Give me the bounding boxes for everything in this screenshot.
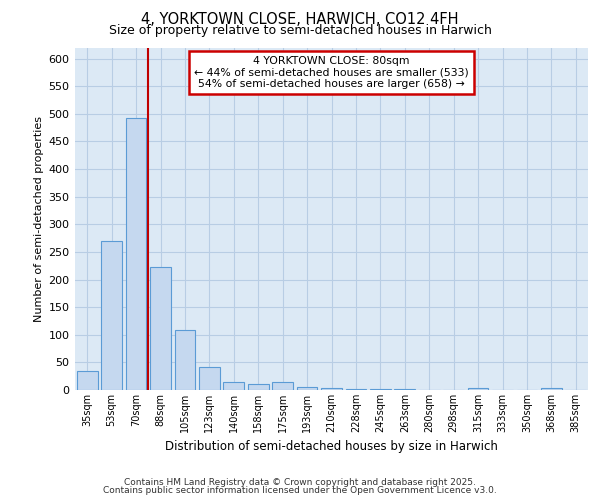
Text: Contains HM Land Registry data © Crown copyright and database right 2025.: Contains HM Land Registry data © Crown c… [124, 478, 476, 487]
Bar [541, 388, 562, 390]
Text: Size of property relative to semi-detached houses in Harwich: Size of property relative to semi-detach… [109, 24, 491, 37]
Bar [248, 384, 269, 390]
Text: 4 YORKTOWN CLOSE: 80sqm
← 44% of semi-detached houses are smaller (533)
54% of s: 4 YORKTOWN CLOSE: 80sqm ← 44% of semi-de… [194, 56, 469, 90]
Text: Contains public sector information licensed under the Open Government Licence v3: Contains public sector information licen… [103, 486, 497, 495]
X-axis label: Distribution of semi-detached houses by size in Harwich: Distribution of semi-detached houses by … [165, 440, 498, 454]
Bar [467, 388, 488, 390]
Bar [321, 388, 342, 390]
Bar [199, 367, 220, 390]
Bar [296, 386, 317, 390]
Bar [150, 267, 171, 390]
Text: 4, YORKTOWN CLOSE, HARWICH, CO12 4FH: 4, YORKTOWN CLOSE, HARWICH, CO12 4FH [141, 12, 459, 27]
Bar [77, 370, 98, 390]
Bar [272, 382, 293, 390]
Bar [125, 118, 146, 390]
Y-axis label: Number of semi-detached properties: Number of semi-detached properties [34, 116, 44, 322]
Bar [223, 382, 244, 390]
Bar [101, 241, 122, 390]
Bar [175, 330, 196, 390]
